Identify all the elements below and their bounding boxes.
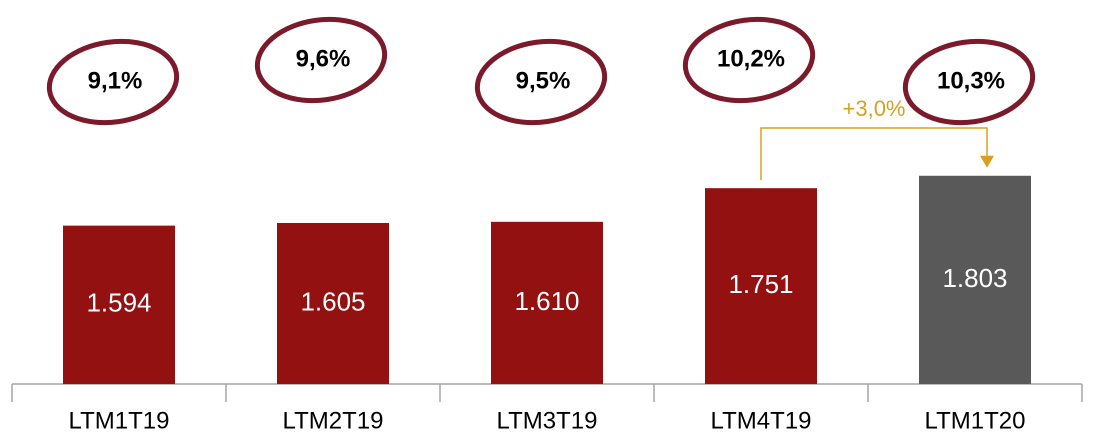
ratio-label: 9,1%	[88, 67, 143, 94]
growth-label: +3,0%	[843, 96, 906, 121]
ratio-swoosh	[46, 38, 180, 126]
value-label: 1.610	[514, 286, 579, 316]
bar	[63, 225, 175, 384]
ratio-label: 10,3%	[937, 67, 1005, 94]
value-label: 1.803	[942, 263, 1007, 293]
x-tick-label: LTM3T19	[497, 407, 598, 434]
x-tick-label: LTM1T20	[925, 407, 1026, 434]
ratio-swoosh	[902, 38, 1036, 126]
value-label: 1.605	[300, 286, 365, 316]
value-label: 1.751	[728, 269, 793, 299]
value-label: 1.594	[86, 288, 151, 318]
ratio-swoosh	[474, 38, 608, 126]
bar	[705, 188, 817, 384]
ratio-swoosh	[254, 16, 388, 104]
x-tick-label: LTM1T19	[69, 407, 170, 434]
ratio-label: 9,5%	[516, 67, 571, 94]
x-tick-label: LTM2T19	[283, 407, 384, 434]
bar	[919, 175, 1031, 384]
bar	[277, 223, 389, 384]
bar	[491, 221, 603, 384]
growth-arrow	[760, 127, 988, 181]
ratio-label: 9,6%	[296, 45, 351, 72]
ratio-swoosh	[682, 16, 816, 104]
x-tick-label: LTM4T19	[711, 407, 812, 434]
growth-arrowhead	[980, 155, 994, 168]
ratio-label: 10,2%	[717, 45, 785, 72]
